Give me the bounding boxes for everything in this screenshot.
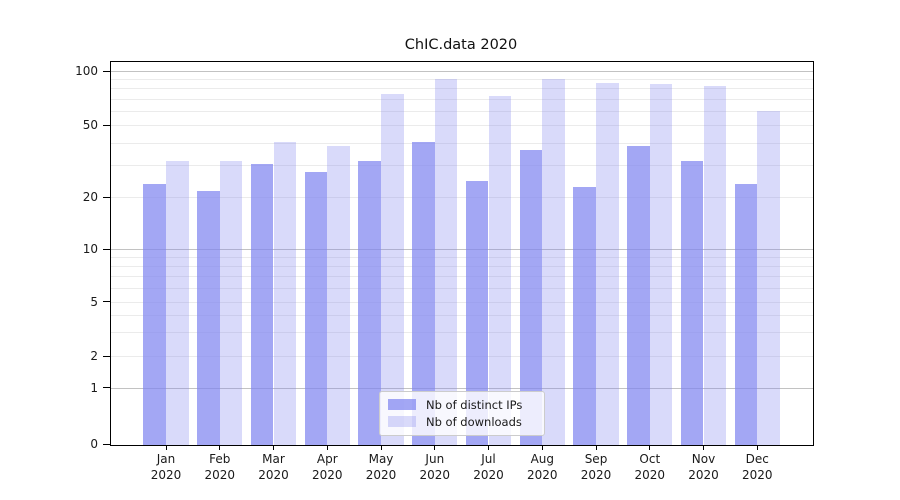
- minor-gridline-4: [110, 314, 813, 316]
- x-tick-mark-feb: [219, 445, 221, 450]
- bar-distinct-ips-jan: [143, 183, 166, 445]
- bar-distinct-ips-apr: [304, 171, 328, 445]
- y-tick-label-1: 1: [90, 380, 98, 395]
- bar-downloads-apr: [327, 145, 350, 445]
- minor-gridline-30: [110, 165, 813, 167]
- minor-gridline-50: [110, 125, 813, 126]
- bar-distinct-ips-mar: [250, 163, 274, 445]
- y-tick-mark-10: [103, 248, 110, 250]
- y-tick-mark-5: [103, 301, 110, 303]
- x-tick-label-mar: Mar 2020: [258, 452, 289, 482]
- minor-gridline-7: [110, 276, 813, 278]
- y-tick-mark-100: [103, 70, 110, 72]
- x-tick-label-jun: Jun 2020: [419, 452, 451, 482]
- major-gridline-10: [110, 249, 813, 250]
- y-tick-mark-1: [103, 387, 110, 388]
- y-tick-label-10: 10: [82, 242, 98, 256]
- x-tick-label-jan: Jan 2020: [150, 452, 182, 482]
- bar-downloads-nov: [703, 85, 727, 445]
- x-tick-label-nov: Nov 2020: [688, 452, 719, 482]
- y-tick-mark-50: [103, 124, 110, 126]
- minor-gridline-3: [110, 332, 813, 333]
- minor-gridline-40: [110, 142, 813, 144]
- bar-downloads-oct: [649, 83, 673, 445]
- minor-gridline-9: [110, 257, 813, 258]
- legend-label-downloads: Nb of downloads: [426, 414, 522, 429]
- bar-distinct-ips-oct: [627, 145, 650, 445]
- x-tick-label-oct: Oct 2020: [634, 452, 666, 482]
- y-tick-label-0: 0: [90, 437, 98, 451]
- x-tick-label-feb: Feb 2020: [204, 452, 236, 482]
- x-tick-label-sep: Sep 2020: [580, 452, 612, 482]
- bar-distinct-ips-nov: [680, 161, 704, 445]
- minor-gridline-80: [110, 88, 813, 90]
- bar-downloads-aug: [542, 79, 565, 445]
- bar-distinct-ips-jun: [412, 141, 435, 445]
- bar-downloads-jan: [166, 161, 189, 445]
- x-tick-mark-may: [380, 445, 382, 450]
- legend-entry-downloads: Nb of downloads: [388, 416, 544, 428]
- x-tick-label-may: May 2020: [365, 452, 397, 482]
- x-tick-label-apr: Apr 2020: [312, 452, 343, 482]
- bar-downloads-jun: [434, 78, 458, 445]
- minor-gridline-90: [110, 79, 813, 81]
- y-tick-mark-0: [103, 443, 110, 445]
- legend-swatch-distinct-ips-icon: [388, 399, 416, 410]
- x-tick-mark-jan: [165, 445, 167, 450]
- x-tick-mark-jun: [434, 445, 436, 450]
- x-tick-mark-nov: [703, 445, 704, 450]
- bar-downloads-feb: [219, 161, 243, 445]
- plot-area: [109, 61, 814, 446]
- legend-entry-distinct-ips: Nb of distinct IPs: [388, 399, 544, 411]
- chart-title: ChIC.data 2020: [404, 37, 518, 53]
- x-tick-mark-aug: [541, 445, 543, 450]
- minor-gridline-60: [110, 110, 813, 112]
- major-gridline-100: [110, 71, 813, 72]
- x-tick-mark-jul: [488, 445, 489, 450]
- legend-label-distinct-ips: Nb of distinct IPs: [426, 397, 523, 412]
- bar-downloads-mar: [273, 141, 297, 445]
- bar-distinct-ips-sep: [573, 187, 596, 445]
- bar-downloads-dec: [757, 110, 780, 445]
- x-tick-mark-sep: [595, 445, 597, 450]
- x-tick-mark-dec: [756, 445, 758, 450]
- y-tick-label-20: 20: [82, 190, 98, 205]
- minor-gridline-70: [110, 98, 813, 100]
- y-tick-label-5: 5: [90, 294, 98, 309]
- x-tick-mark-mar: [273, 445, 274, 450]
- y-tick-label-100: 100: [75, 64, 98, 78]
- bar-distinct-ips-aug: [519, 149, 543, 445]
- y-tick-label-2: 2: [90, 349, 98, 363]
- bar-distinct-ips-jul: [465, 180, 489, 445]
- minor-gridline-8: [110, 266, 813, 267]
- x-tick-label-aug: Aug 2020: [527, 452, 558, 482]
- x-tick-mark-apr: [326, 445, 328, 450]
- y-tick-mark-20: [103, 196, 110, 198]
- bar-downloads-sep: [596, 82, 619, 445]
- legend-swatch-downloads-icon: [388, 416, 416, 427]
- y-tick-mark-2: [103, 355, 110, 357]
- legend: Nb of distinct IPs Nb of downloads: [379, 390, 545, 436]
- bar-downloads-jul: [488, 95, 512, 445]
- minor-gridline-5: [110, 301, 813, 303]
- bar-distinct-ips-dec: [734, 183, 758, 445]
- x-tick-label-dec: Dec 2020: [742, 452, 773, 482]
- bar-downloads-may: [381, 94, 404, 445]
- minor-gridline-6: [110, 287, 813, 289]
- y-tick-label-50: 50: [82, 118, 98, 132]
- bar-distinct-ips-feb: [197, 190, 220, 445]
- bar-distinct-ips-may: [358, 161, 381, 445]
- x-tick-mark-oct: [649, 445, 651, 450]
- minor-gridline-2: [110, 356, 813, 357]
- x-tick-label-jul: Jul 2020: [473, 452, 504, 482]
- minor-gridline-20: [110, 197, 813, 199]
- major-gridline-1: [110, 387, 813, 389]
